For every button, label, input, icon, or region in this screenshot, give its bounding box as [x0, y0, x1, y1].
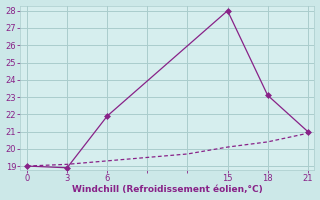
X-axis label: Windchill (Refroidissement éolien,°C): Windchill (Refroidissement éolien,°C) [72, 185, 263, 194]
